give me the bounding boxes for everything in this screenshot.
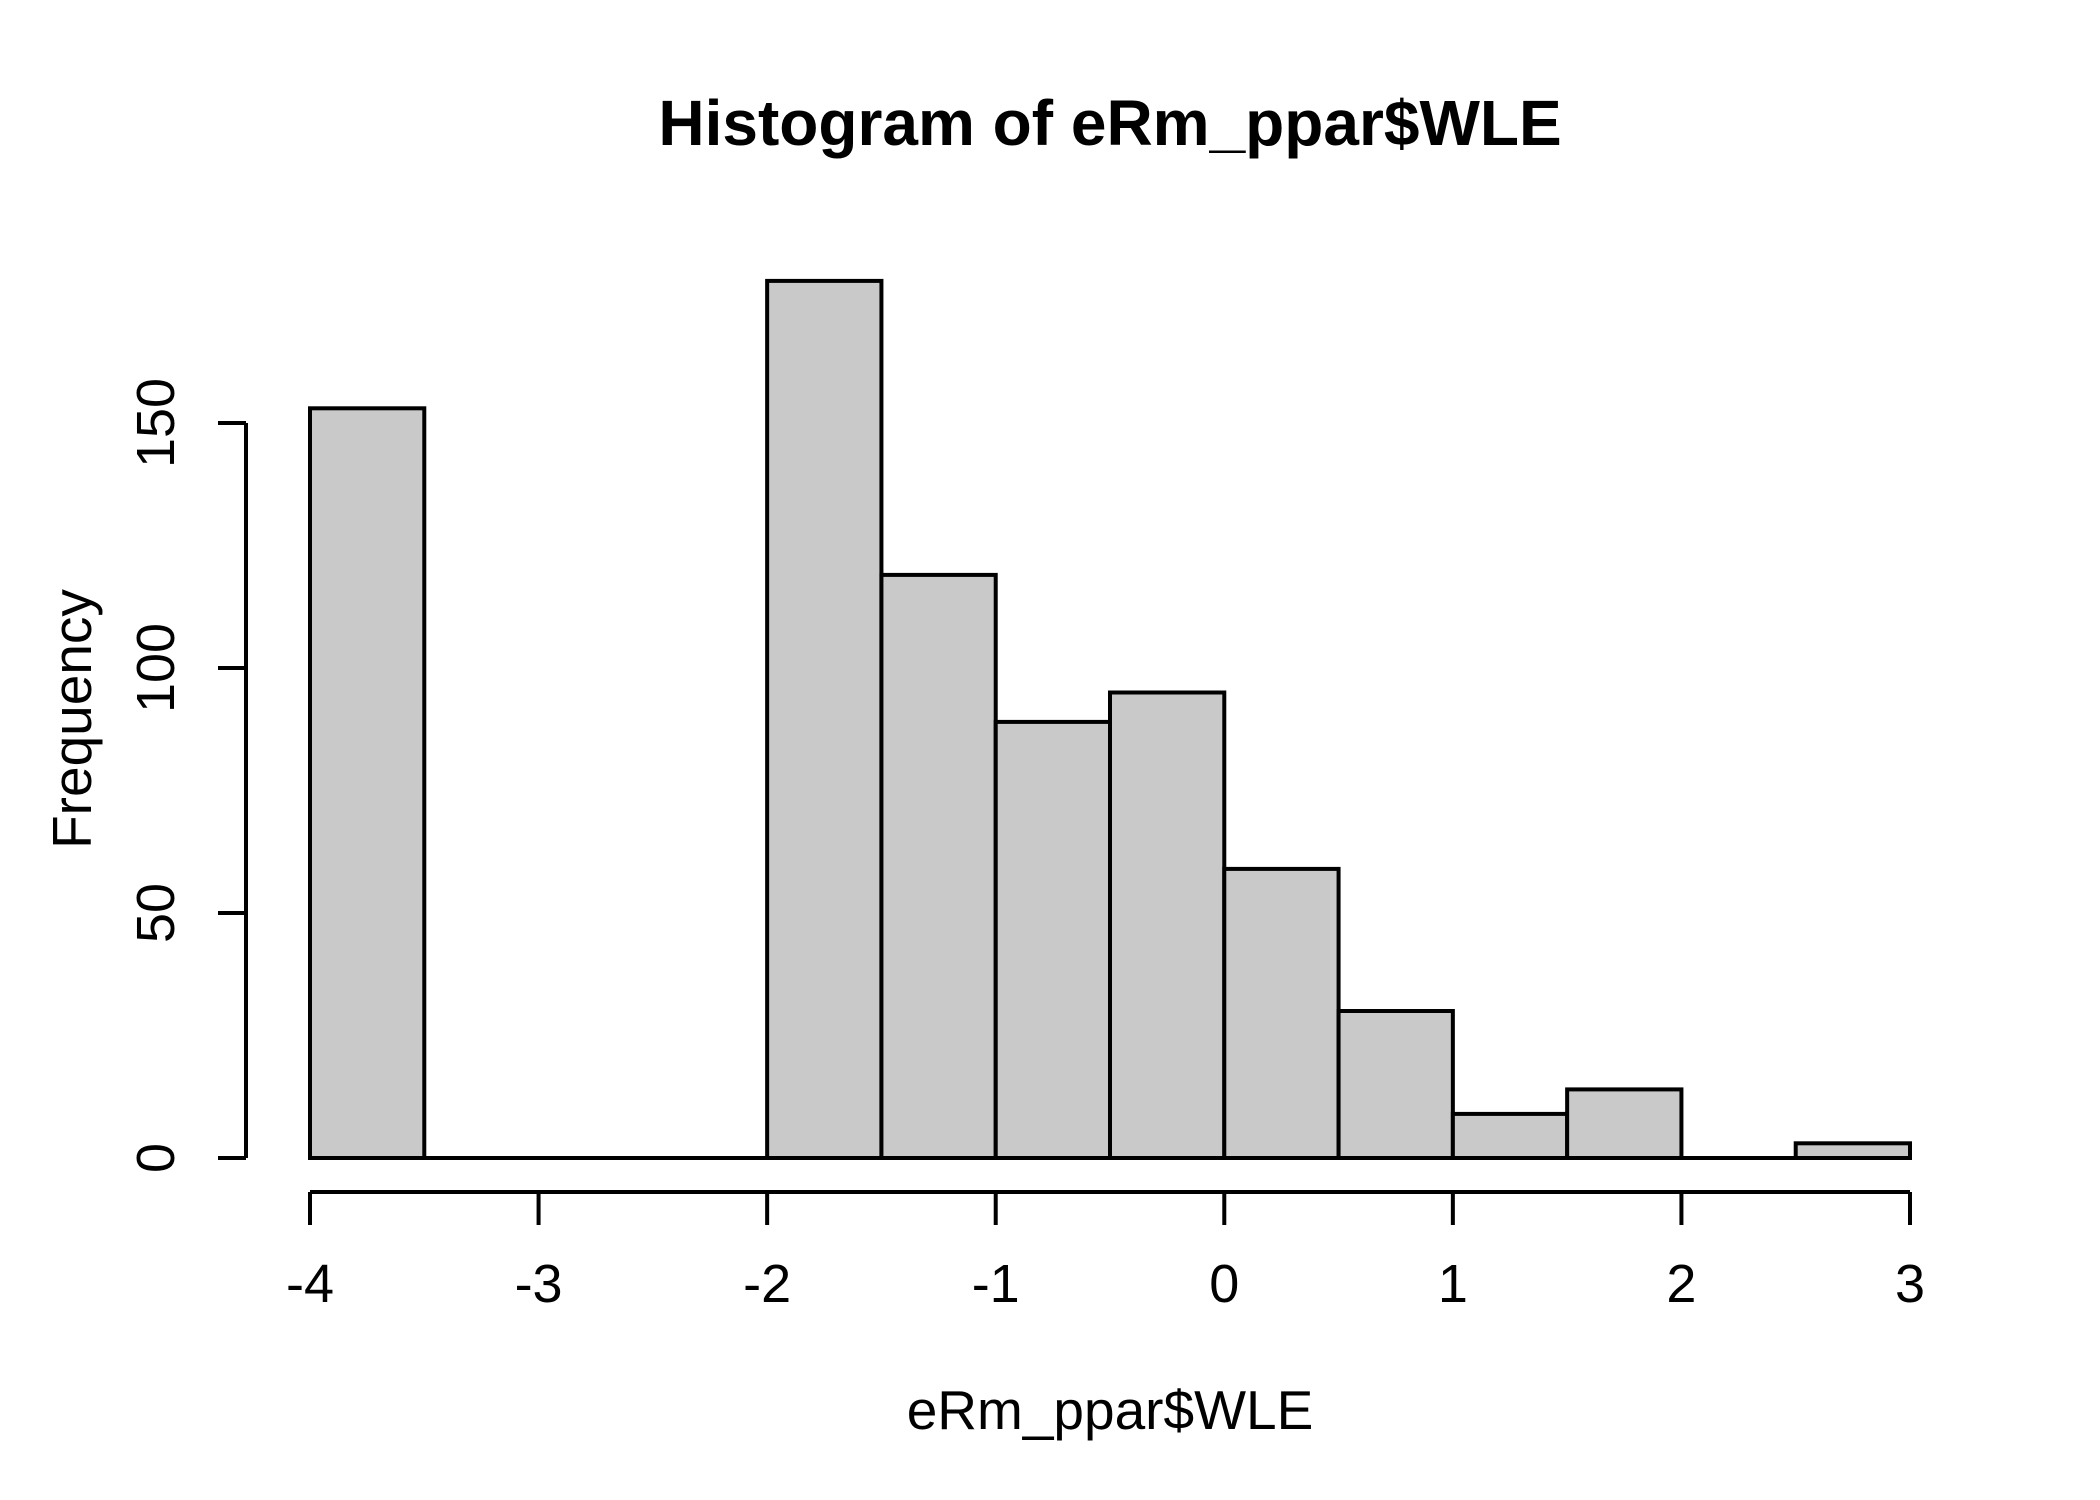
histogram-bar	[1336, 1009, 1455, 1160]
histogram-bar	[765, 278, 884, 1160]
x-tick-label: -1	[972, 1254, 1020, 1314]
histogram-bar	[1793, 1141, 1912, 1161]
histogram-bar	[1108, 690, 1227, 1160]
chart-title: Histogram of eRm_ppar$WLE	[658, 87, 1562, 159]
x-tick-label: 0	[1209, 1254, 1239, 1314]
y-tick-label: 0	[126, 1143, 186, 1173]
x-tick-label: -4	[286, 1254, 334, 1314]
x-tick-label: 2	[1666, 1254, 1696, 1314]
x-tick-label: -3	[515, 1254, 563, 1314]
y-tick-label: 100	[126, 623, 186, 713]
x-tick-label: 3	[1895, 1254, 1925, 1314]
histogram-bar	[993, 719, 1113, 1161]
x-tick-label: -2	[743, 1254, 791, 1314]
histogram-bar	[1450, 1111, 1570, 1161]
histogram-bar	[308, 406, 427, 1160]
y-tick-label: 50	[126, 883, 186, 943]
histogram-bar	[879, 572, 998, 1160]
y-tick-label: 150	[126, 378, 186, 468]
histogram-bar	[1222, 866, 1341, 1161]
histogram-bar	[1565, 1087, 1684, 1161]
x-axis-label: eRm_ppar$WLE	[906, 1379, 1314, 1441]
x-tick-label: 1	[1438, 1254, 1468, 1314]
